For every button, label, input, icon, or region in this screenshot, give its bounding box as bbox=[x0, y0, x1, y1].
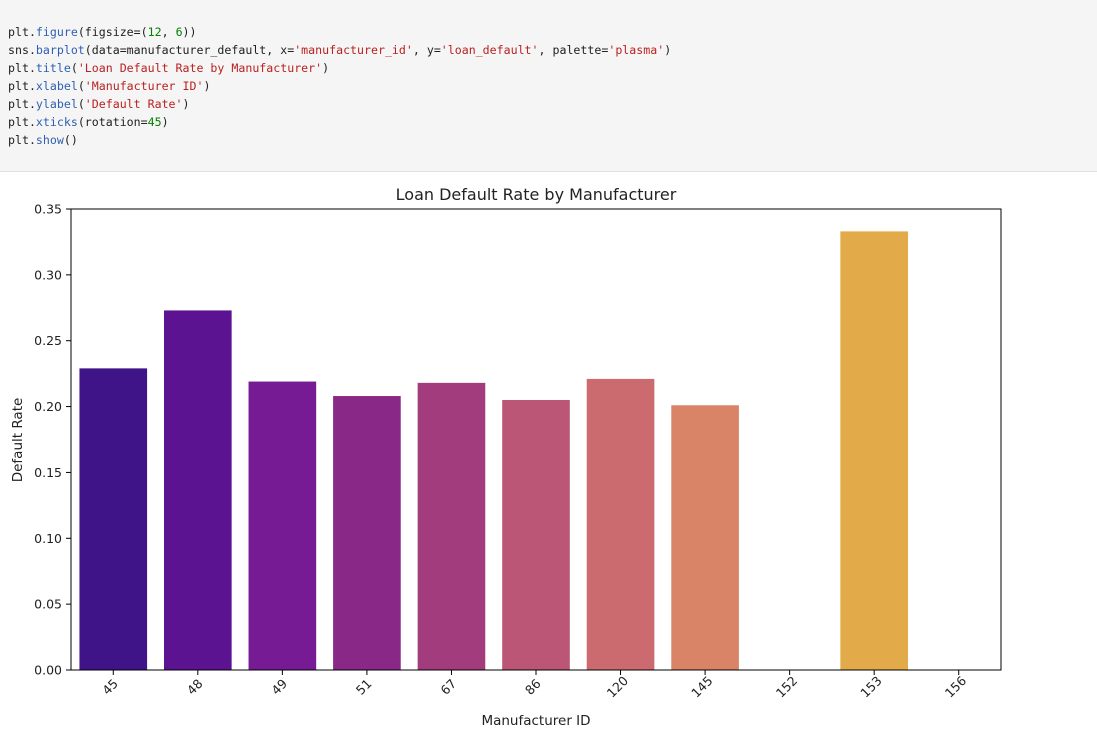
code-token: plt. bbox=[8, 25, 36, 39]
code-token: 'loan_default' bbox=[440, 43, 539, 57]
code-token: (rotation= bbox=[77, 115, 148, 129]
code-line: plt.ylabel('Default Rate') bbox=[8, 95, 671, 113]
code-token: ) bbox=[182, 97, 190, 111]
code-token: (data=manufacturer_default, x= bbox=[84, 43, 295, 57]
x-tick-label: 156 bbox=[942, 673, 970, 701]
code-token: show bbox=[35, 133, 64, 147]
y-tick-label: 0.35 bbox=[34, 202, 62, 217]
code-token: plt. bbox=[8, 61, 36, 75]
code-token: barplot bbox=[35, 43, 85, 57]
code-token: title bbox=[35, 61, 71, 75]
y-tick-label: 0.00 bbox=[34, 663, 62, 678]
x-tick-label: 145 bbox=[688, 673, 715, 700]
bar-chart: Loan Default Rate by Manufacturer 0.000.… bbox=[10, 185, 1002, 729]
y-tick-label: 0.25 bbox=[34, 333, 62, 348]
code-token: 'Manufacturer ID' bbox=[84, 79, 204, 93]
chart-output: Loan Default Rate by Manufacturer 0.00 0.… bbox=[0, 172, 1097, 732]
code-token: )) bbox=[182, 25, 197, 39]
code-token: , palette= bbox=[538, 43, 609, 57]
code-token: plt. bbox=[8, 97, 36, 111]
code-token: xlabel bbox=[35, 79, 78, 93]
code-token: 'plasma' bbox=[608, 43, 665, 57]
code-line: plt.title('Loan Default Rate by Manufact… bbox=[8, 59, 671, 77]
y-tick-label: 0.20 bbox=[34, 399, 62, 414]
code-token: xticks bbox=[35, 115, 78, 129]
x-tick-label: 153 bbox=[857, 673, 884, 700]
code-token: () bbox=[63, 133, 78, 147]
x-axis-label: Manufacturer ID bbox=[481, 713, 590, 729]
code-token: ( bbox=[77, 79, 85, 93]
code-token: sns. bbox=[8, 43, 36, 57]
code-line: plt.xticks(rotation=45) bbox=[8, 113, 671, 131]
code-token: plt. bbox=[8, 115, 36, 129]
x-tick-label: 45 bbox=[99, 676, 121, 698]
x-tick-label: 51 bbox=[353, 676, 375, 698]
x-tick-label: 48 bbox=[184, 676, 206, 698]
code-line: plt.xlabel('Manufacturer ID') bbox=[8, 77, 671, 95]
code-token: ylabel bbox=[35, 97, 78, 111]
y-axis-label: Default Rate bbox=[10, 398, 26, 483]
bar bbox=[79, 368, 148, 670]
code-token: plt. bbox=[8, 79, 36, 93]
bar bbox=[248, 381, 317, 670]
plot-frame bbox=[70, 208, 1002, 671]
code-editor[interactable]: plt.figure(figsize=(12, 6)) sns.barplot(d… bbox=[8, 23, 671, 149]
x-tick-label: 67 bbox=[437, 676, 459, 698]
bar bbox=[333, 396, 401, 670]
code-token: 6 bbox=[175, 25, 183, 39]
bar bbox=[164, 310, 232, 670]
code-token: ( bbox=[70, 61, 78, 75]
bar bbox=[671, 405, 739, 670]
code-line: plt.show() bbox=[8, 131, 671, 149]
code-token: figure bbox=[35, 25, 78, 39]
x-axis: 45 48 49 51 67 86 120 145 152 153 156 bbox=[99, 670, 969, 701]
x-tick-label: 152 bbox=[773, 673, 800, 700]
x-tick-label: 86 bbox=[522, 676, 544, 698]
code-line: sns.barplot(data=manufacturer_default, x… bbox=[8, 41, 671, 59]
code-token: 'Loan Default Rate by Manufacturer' bbox=[77, 61, 323, 75]
code-line: plt.figure(figsize=(12, 6)) bbox=[8, 23, 671, 41]
code-token: ( bbox=[77, 97, 85, 111]
code-token: ) bbox=[322, 61, 330, 75]
y-tick-label: 0.15 bbox=[34, 465, 62, 480]
bar bbox=[417, 382, 486, 670]
bar bbox=[586, 378, 655, 670]
code-token: (figsize=( bbox=[77, 25, 148, 39]
code-token: 45 bbox=[147, 115, 162, 129]
code-token: , y= bbox=[412, 43, 441, 57]
y-axis: 0.00 0.05 0.10 0.15 0.20 0.25 0.30 0.35 bbox=[34, 202, 71, 678]
code-token: 'manufacturer_id' bbox=[294, 43, 413, 57]
code-token: , bbox=[161, 25, 176, 39]
code-token: plt. bbox=[8, 133, 36, 147]
code-token: ) bbox=[161, 115, 169, 129]
code-token: ) bbox=[664, 43, 672, 57]
code-token: 12 bbox=[147, 25, 162, 39]
y-tick-label: 0.30 bbox=[34, 267, 62, 282]
code-cell[interactable]: plt.figure(figsize=(12, 6)) sns.barplot(d… bbox=[0, 0, 1097, 172]
code-token: 'Default Rate' bbox=[84, 97, 183, 111]
bars bbox=[79, 231, 908, 671]
y-tick-label: 0.10 bbox=[34, 531, 62, 546]
y-tick-label: 0.05 bbox=[34, 597, 62, 612]
bar bbox=[840, 231, 908, 671]
x-tick-label: 49 bbox=[268, 676, 290, 698]
chart-title: Loan Default Rate by Manufacturer bbox=[396, 185, 677, 204]
bar bbox=[502, 399, 570, 670]
code-token: ) bbox=[203, 79, 211, 93]
x-tick-label: 120 bbox=[604, 673, 632, 701]
